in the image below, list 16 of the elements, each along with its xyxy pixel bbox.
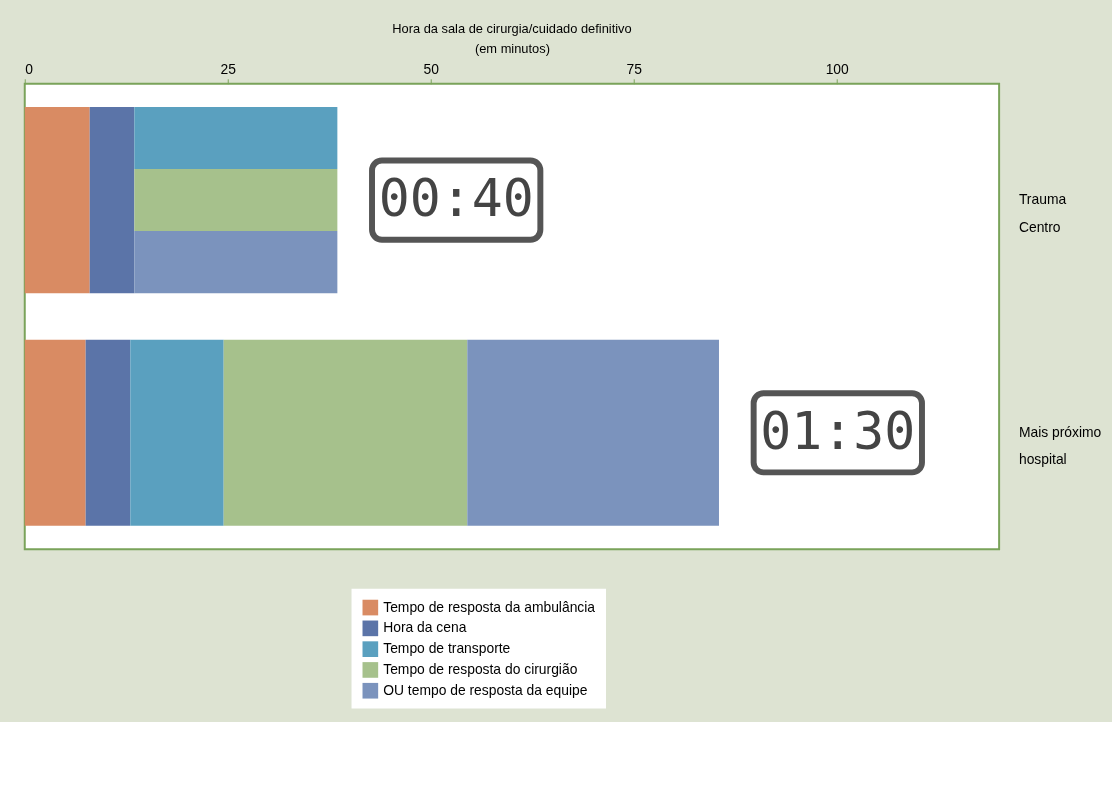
x-tick-label: 75 <box>626 61 643 78</box>
legend-label: Tempo de resposta da ambulância <box>383 598 596 615</box>
x-tick-label: 25 <box>220 61 237 78</box>
y-tick-label: Trauma Centro <box>1018 191 1067 235</box>
annotation: 00:40 <box>378 167 534 228</box>
annotation: 01:30 <box>760 400 916 461</box>
legend-label: Hora da cena <box>383 619 467 636</box>
chart-title: Hora da sala de cirurgia/cuidado definitivo <box>392 21 632 37</box>
x-axis-title: (em minutos) <box>474 40 550 56</box>
legend-label: Tempo de transporte <box>383 640 511 657</box>
x-tick-label: 0 <box>25 61 34 78</box>
x-tick-label: 50 <box>423 61 440 78</box>
legend-label: OU tempo de resposta da equipe <box>383 681 588 698</box>
x-tick-label: 100 <box>825 61 850 78</box>
y-tick-label: Mais próximo hospital <box>1018 423 1102 468</box>
legend-label: Tempo de resposta do cirurgião <box>383 660 578 677</box>
